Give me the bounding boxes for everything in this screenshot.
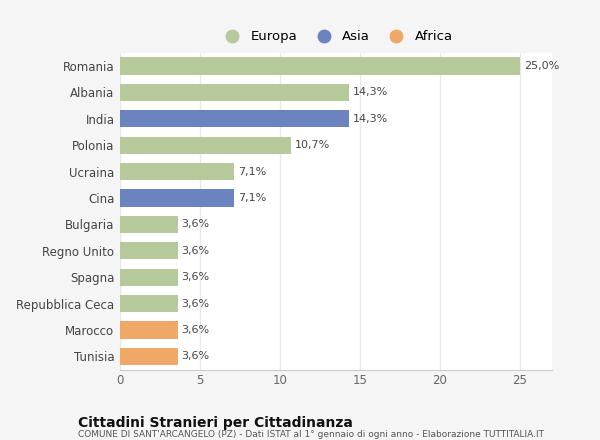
Bar bbox=[120, 84, 349, 101]
Bar bbox=[120, 57, 520, 74]
Legend: Europa, Asia, Africa: Europa, Asia, Africa bbox=[216, 28, 456, 46]
Text: 3,6%: 3,6% bbox=[182, 352, 210, 361]
Text: 3,6%: 3,6% bbox=[182, 299, 210, 308]
Text: 25,0%: 25,0% bbox=[524, 61, 559, 71]
Bar bbox=[120, 321, 178, 339]
Bar bbox=[120, 268, 178, 286]
Text: 10,7%: 10,7% bbox=[295, 140, 331, 150]
Text: 3,6%: 3,6% bbox=[182, 272, 210, 282]
Text: Cittadini Stranieri per Cittadinanza: Cittadini Stranieri per Cittadinanza bbox=[78, 416, 353, 430]
Text: 3,6%: 3,6% bbox=[182, 246, 210, 256]
Text: 14,3%: 14,3% bbox=[353, 88, 388, 97]
Text: 3,6%: 3,6% bbox=[182, 220, 210, 229]
Bar bbox=[120, 189, 233, 207]
Bar bbox=[120, 348, 178, 365]
Bar bbox=[120, 110, 349, 128]
Text: 14,3%: 14,3% bbox=[353, 114, 388, 124]
Text: COMUNE DI SANT'ARCANGELO (PZ) - Dati ISTAT al 1° gennaio di ogni anno - Elaboraz: COMUNE DI SANT'ARCANGELO (PZ) - Dati IST… bbox=[78, 430, 544, 439]
Text: 3,6%: 3,6% bbox=[182, 325, 210, 335]
Text: 7,1%: 7,1% bbox=[238, 167, 266, 176]
Bar bbox=[120, 242, 178, 260]
Bar bbox=[120, 295, 178, 312]
Bar bbox=[120, 136, 291, 154]
Bar bbox=[120, 216, 178, 233]
Bar bbox=[120, 163, 233, 180]
Text: 7,1%: 7,1% bbox=[238, 193, 266, 203]
